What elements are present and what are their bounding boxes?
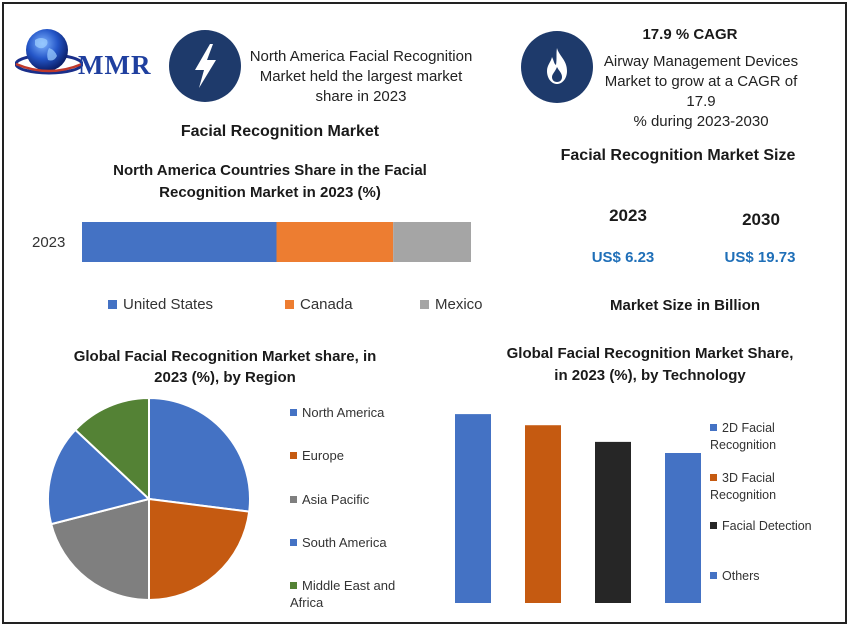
highlight-1-line-3: share in 2023 bbox=[315, 88, 407, 105]
legend-swatch bbox=[710, 522, 717, 529]
category-label-2023: 2023 bbox=[32, 234, 65, 251]
highlight-2-text: Airway Management Devices Market to grow… bbox=[591, 52, 811, 132]
highlight-1-line-1: North America Facial Recognition bbox=[249, 48, 473, 65]
tech-bar-others bbox=[665, 453, 701, 603]
legend-swatch bbox=[290, 452, 297, 459]
legend-swatch bbox=[420, 300, 429, 309]
stacked-bar-chart: 2023 bbox=[32, 222, 471, 262]
pie-legend-item-europe: Europe bbox=[290, 447, 430, 464]
legend-item-mexico: Mexico bbox=[420, 296, 483, 313]
highlight-1-badge bbox=[169, 30, 241, 102]
pie-title-line-1: Global Facial Recognition Market share, … bbox=[73, 348, 377, 365]
tech-bar-facial-detection bbox=[595, 441, 631, 603]
stacked-bar-united-states bbox=[82, 222, 277, 262]
pie-slice-south-america bbox=[47, 428, 152, 526]
legend-label: Asia Pacific bbox=[302, 492, 370, 507]
tech-title-line-1: Global Facial Recognition Market Share, bbox=[506, 345, 794, 362]
tech-bar-2d-facial-recognition bbox=[455, 414, 491, 603]
legend-label: Facial Detection bbox=[722, 519, 812, 533]
brand-logo-text: MMR bbox=[78, 50, 152, 80]
legend-label: Mexico bbox=[435, 296, 483, 313]
tech-title-line-2: in 2023 (%), by Technology bbox=[554, 367, 746, 384]
highlight-2-line-1: Airway Management Devices bbox=[603, 53, 799, 70]
legend-label: United States bbox=[123, 296, 214, 313]
legend-item-canada: Canada bbox=[285, 296, 353, 313]
legend-swatch bbox=[710, 424, 717, 431]
tech-legend-item-3d-facial-recognition: 3D Facial Recognition bbox=[710, 470, 838, 504]
highlight-2-line-3: % during 2023-2030 bbox=[633, 113, 769, 130]
legend-label: Middle East and Africa bbox=[290, 578, 396, 610]
highlight-1-text: North America Facial Recognition Market … bbox=[236, 47, 486, 107]
pie-slice-europe bbox=[148, 497, 251, 602]
value-2023: US$ 6.23 bbox=[591, 249, 655, 266]
legend-item-united-states: United States bbox=[108, 296, 213, 313]
legend-label: Others bbox=[722, 569, 760, 583]
legend-label: South America bbox=[302, 535, 387, 550]
legend-swatch bbox=[108, 300, 117, 309]
pie-chart-title: Global Facial Recognition Market share, … bbox=[40, 346, 410, 388]
legend-swatch bbox=[285, 300, 294, 309]
highlight-2-line-2: Market to grow at a CAGR of 17.9 bbox=[604, 73, 798, 110]
legend-label: North America bbox=[302, 405, 385, 420]
stacked-chart-title-line-2: Recognition Market in 2023 (%) bbox=[159, 184, 381, 201]
stacked-bar-mexico bbox=[393, 222, 471, 262]
cagr-title: 17.9 % CAGR bbox=[642, 26, 738, 43]
flame-icon bbox=[547, 48, 567, 84]
region-pie-chart bbox=[47, 396, 251, 602]
legend-label: Canada bbox=[300, 296, 353, 313]
pie-legend-item-north-america: North America bbox=[290, 404, 430, 421]
market-size-unit-note: Market Size in Billion bbox=[609, 297, 761, 314]
legend-swatch bbox=[290, 582, 297, 589]
tech-legend-item-facial-detection: Facial Detection bbox=[710, 518, 838, 535]
pie-legend-item-asia-pacific: Asia Pacific bbox=[290, 491, 430, 508]
legend-swatch bbox=[710, 474, 717, 481]
legend-swatch bbox=[290, 496, 297, 503]
tech-bar-3d-facial-recognition bbox=[525, 425, 561, 603]
stacked-bar-canada bbox=[276, 222, 394, 262]
tech-chart-legend: 2D Facial Recognition 3D Facial Recogniti… bbox=[710, 420, 840, 595]
pie-legend-item-middle-east-and-africa: Middle East and Africa bbox=[290, 577, 430, 611]
tech-chart-title: Global Facial Recognition Market Share, … bbox=[480, 343, 820, 387]
stacked-chart-title-line-1: North America Countries Share in the Fac… bbox=[113, 162, 427, 179]
legend-swatch bbox=[290, 539, 297, 546]
lightning-icon bbox=[195, 44, 216, 88]
value-2030: US$ 19.73 bbox=[724, 249, 796, 266]
pie-slice-middle-east-and-africa bbox=[73, 396, 150, 502]
pie-slice-north-america bbox=[148, 396, 251, 513]
market-size-title: Facial Recognition Market Size bbox=[560, 147, 796, 164]
legend-label: 3D Facial Recognition bbox=[710, 471, 777, 502]
legend-label: Europe bbox=[302, 448, 344, 463]
highlight-2-badge bbox=[521, 31, 593, 103]
market-title: Facial Recognition Market bbox=[180, 123, 380, 140]
year-2023-label: 2023 bbox=[609, 206, 647, 225]
tech-legend-item-others: Others bbox=[710, 568, 838, 585]
pie-chart-legend: North America Europe Asia Pacific South Ame… bbox=[290, 400, 430, 615]
tech-legend-item-2d-facial-recognition: 2D Facial Recognition bbox=[710, 420, 838, 454]
legend-swatch bbox=[710, 572, 717, 579]
legend-label: 2D Facial Recognition bbox=[710, 421, 777, 452]
stacked-chart-title: North America Countries Share in the Fac… bbox=[80, 160, 460, 204]
technology-bar-chart bbox=[455, 414, 701, 603]
highlight-1-line-2: Market held the largest market bbox=[259, 68, 463, 85]
year-2030-label: 2030 bbox=[742, 210, 780, 229]
legend-swatch bbox=[290, 409, 297, 416]
globe-logo-icon bbox=[15, 29, 83, 75]
pie-title-line-2: 2023 (%), by Region bbox=[154, 369, 296, 386]
pie-slice-asia-pacific bbox=[49, 497, 150, 602]
pie-legend-item-south-america: South America bbox=[290, 534, 430, 551]
